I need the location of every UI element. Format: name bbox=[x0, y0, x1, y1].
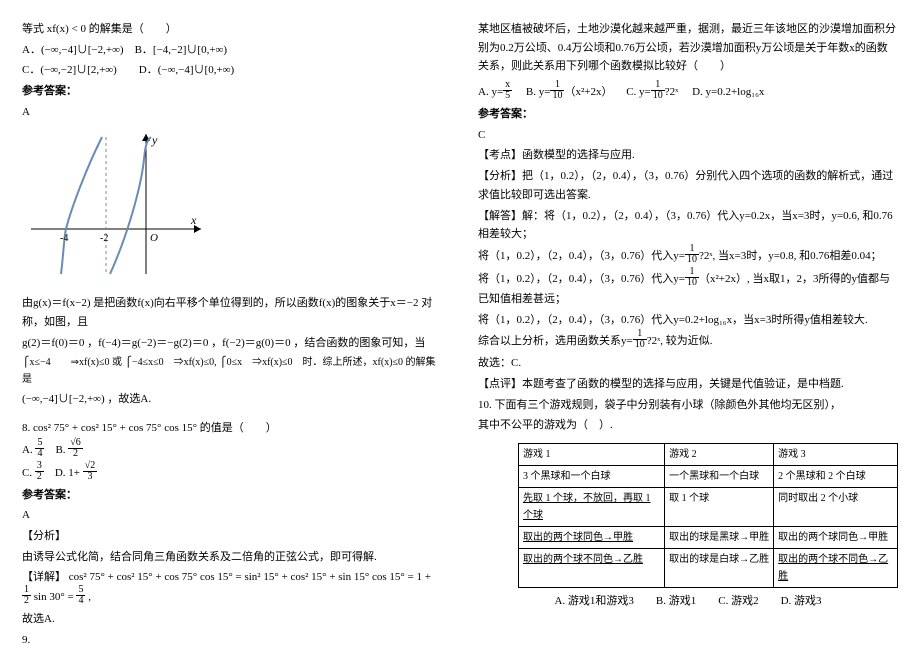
explain-4: (−∞,−4]∪[−2,+∞) ，故选A. bbox=[22, 390, 442, 409]
q9-dp: 【点评】本题考查了函数的模型的选择与应用，关键是代值验证，是中档题. bbox=[478, 375, 898, 394]
q10-b: 其中不公平的游戏为（ ）. bbox=[478, 416, 898, 435]
x-label: x bbox=[190, 213, 197, 227]
th-1: 游戏 1 bbox=[519, 444, 665, 466]
th-2: 游戏 2 bbox=[665, 444, 774, 466]
answer-label: 参考答案： bbox=[22, 82, 442, 101]
r1c3: 2 个黑球和 2 个白球 bbox=[774, 466, 898, 488]
curve-right bbox=[110, 137, 151, 274]
q9-jd-c: 将（1，0.2），（2，0.4），（3，0.76）代入y=110（x²+2x）,… bbox=[478, 269, 898, 309]
mark-2: -2 bbox=[100, 233, 108, 244]
r1c1: 3 个黑球和一个白球 bbox=[519, 466, 665, 488]
q8-fx-lbl: 【分析】 bbox=[22, 527, 442, 546]
q9-a: A. y= bbox=[478, 86, 503, 98]
explain-3a: ⎧x≤−4 ⇒xf(x)≤0 或 ⎧−4≤x≤0 ⇒xf(x)≤0, ⎧0≤x … bbox=[22, 354, 442, 388]
q8-ans-lbl: 参考答案： bbox=[22, 486, 442, 505]
q8-d-lbl: D. 1+ bbox=[55, 467, 80, 479]
game-table: 游戏 1 游戏 2 游戏 3 3 个黑球和一个白球 一个黑球和一个白球 2 个黑… bbox=[518, 443, 898, 588]
q9-d: D. y=0.2+log₁₆x bbox=[692, 86, 764, 98]
q9-ans-lbl: 参考答案： bbox=[478, 105, 898, 124]
q8-ans: A bbox=[22, 506, 442, 525]
q8-xj-lbl: 【详解】 bbox=[22, 571, 66, 583]
left-column: 等式 xf(x) < 0 的解集是（ ） A．(−∞,−4]∪[−2,+∞) B… bbox=[0, 0, 460, 651]
q9-jd-d: 将（1，0.2），（2，0.4），（3，0.76）代入y=0.2+log₁₆x，… bbox=[478, 311, 898, 330]
q8-c-lbl: C. bbox=[22, 467, 32, 479]
r2c3: 同时取出 2 个小球 bbox=[774, 488, 898, 527]
r4c2: 取出的球是白球→乙胜 bbox=[665, 549, 774, 588]
q9-ans: C bbox=[478, 126, 898, 145]
q9-stem: 某地区植被破坏后，土地沙漠化越来越严重，据测，最近三年该地区的沙漠增加面积分别为… bbox=[478, 20, 898, 76]
q9-jd-a: 【解答】解：将（1，0.2），（2，0.4），（3，0.76）代入y=0.2x，… bbox=[478, 207, 898, 244]
q9-fx: 【分析】把（1，0.2），（2，0.4），（3，0.76）分别代入四个选项的函数… bbox=[478, 167, 898, 204]
explain-2: g(2)＝f(0)＝0 ，f(−4)＝g(−2)＝−g(2)＝0 ，f(−2)＝… bbox=[22, 334, 442, 353]
th-3: 游戏 3 bbox=[774, 444, 898, 466]
q8-fx-txt: 由诱导公式化简，结合同角三角函数关系及二倍角的正弦公式，即可得解. bbox=[22, 548, 442, 567]
mark-4: -4 bbox=[60, 233, 68, 244]
q8-opts-row1: A. 54 B. √62 bbox=[22, 440, 442, 461]
q8-opts-row2: C. 32 D. 1+ √23 bbox=[22, 463, 442, 484]
q7-opt-ab: A．(−∞,−4]∪[−2,+∞) B．[−4,−2]∪[0,+∞) bbox=[22, 41, 442, 60]
q9-jd-e: 综合以上分析，选用函数关系y=110?2ˣ, 较为近似. bbox=[478, 331, 898, 352]
q9-label: 9. bbox=[22, 631, 442, 650]
q9-jd-f: 故选：C. bbox=[478, 354, 898, 373]
r2c1: 先取 1 个球，不放回，再取 1 个球 bbox=[519, 488, 665, 527]
q9-jd-b: 将（1，0.2），（2，0.4），（3，0.76）代入y=110?2ˣ, 当x=… bbox=[478, 246, 898, 267]
q8-end: 故选A. bbox=[22, 610, 442, 629]
q7-opt-cd: C．(−∞,−2]∪[2,+∞) D．(−∞,−4]∪[0,+∞) bbox=[22, 61, 442, 80]
q8-xj-txt: cos² 75° + cos² 15° + cos 75° cos 15° = … bbox=[69, 571, 431, 583]
r3c2: 取出的球是黑球→甲胜 bbox=[665, 527, 774, 549]
q8-a-lbl: A. bbox=[22, 444, 33, 456]
q9-b: B. y= bbox=[526, 86, 551, 98]
q9-c: C. y= bbox=[626, 86, 651, 98]
r2c2: 取 1 个球 bbox=[665, 488, 774, 527]
right-column: 某地区植被破坏后，土地沙漠化越来越严重，据测，最近三年该地区的沙漠增加面积分别为… bbox=[460, 0, 920, 651]
q9-kd: 【考点】函数模型的选择与应用. bbox=[478, 146, 898, 165]
q10-opts: A. 游戏1和游戏3 B. 游戏1 C. 游戏2 D. 游戏3 bbox=[478, 592, 898, 611]
q8-xj-mid: sin 30° = bbox=[34, 591, 77, 603]
q8-stem: 8. cos² 75° + cos² 15° + cos 75° cos 15°… bbox=[22, 419, 442, 438]
origin-label: O bbox=[150, 232, 158, 244]
r4c1: 取出的两个球不同色→乙胜 bbox=[519, 549, 665, 588]
q8-detail: 【详解】 cos² 75° + cos² 15° + cos 75° cos 1… bbox=[22, 568, 442, 608]
curve-left bbox=[61, 137, 102, 274]
explain-1: 由g(x)＝f(x−2) 是把函数f(x)向右平移个单位得到的，所以函数f(x)… bbox=[22, 294, 442, 331]
q9-opts: A. y=x5 B. y=110（x²+2x） C. y=110?2ˣ D. y… bbox=[478, 82, 898, 103]
r4c3: 取出的两个球不同色→乙胜 bbox=[774, 549, 898, 588]
q10-a: 10. 下面有三个游戏规则，袋子中分别装有小球（除颜色外其他均无区别）， bbox=[478, 396, 898, 415]
q8-b-lbl: B. bbox=[55, 444, 65, 456]
q7-intro: 等式 xf(x) < 0 的解集是（ ） bbox=[22, 20, 442, 39]
r1c2: 一个黑球和一个白球 bbox=[665, 466, 774, 488]
y-label: y bbox=[151, 133, 158, 147]
answer-value: A bbox=[22, 103, 442, 122]
function-graph: x y O -4 -2 bbox=[26, 129, 206, 279]
r3c1: 取出的两个球同色→甲胜 bbox=[519, 527, 665, 549]
r3c3: 取出的两个球同色→甲胜 bbox=[774, 527, 898, 549]
